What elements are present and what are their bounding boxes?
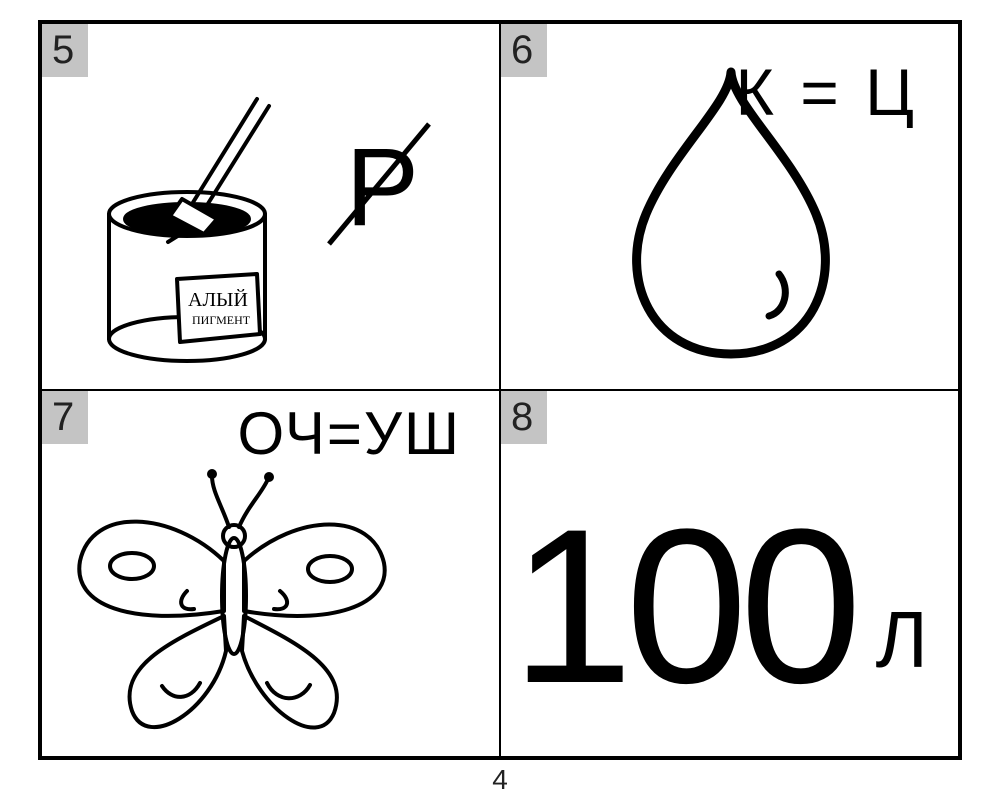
cell-number-badge: 6 <box>501 24 547 77</box>
suffix-letter: Л <box>876 594 929 686</box>
cell-number-badge: 7 <box>42 391 88 444</box>
crossed-letter: Р <box>346 124 419 251</box>
page-number: 4 <box>492 764 508 796</box>
big-number: 100 <box>511 496 854 716</box>
can-label-line2: ПИГМЕНТ <box>192 313 251 327</box>
cell-8: 8 100 Л <box>500 390 959 757</box>
butterfly-icon <box>62 451 392 757</box>
cell-6: 6 К = Ц <box>500 23 959 390</box>
can-label-line1: АЛЫЙ <box>188 288 248 311</box>
drop-icon <box>601 64 861 374</box>
cell-7: 7 ОЧ=УШ <box>41 390 500 757</box>
cell-number-badge: 5 <box>42 24 88 77</box>
rebus-grid: 5 АЛЫЙ <box>38 20 962 760</box>
cell-5: 5 АЛЫЙ <box>41 23 500 390</box>
cell-number-badge: 8 <box>501 391 547 444</box>
paint-can-icon: АЛЫЙ ПИГМЕНТ <box>82 84 332 384</box>
